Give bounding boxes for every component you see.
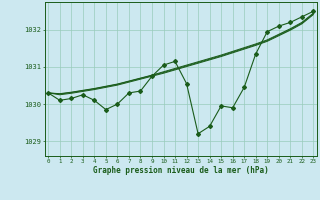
X-axis label: Graphe pression niveau de la mer (hPa): Graphe pression niveau de la mer (hPa)	[93, 166, 269, 175]
